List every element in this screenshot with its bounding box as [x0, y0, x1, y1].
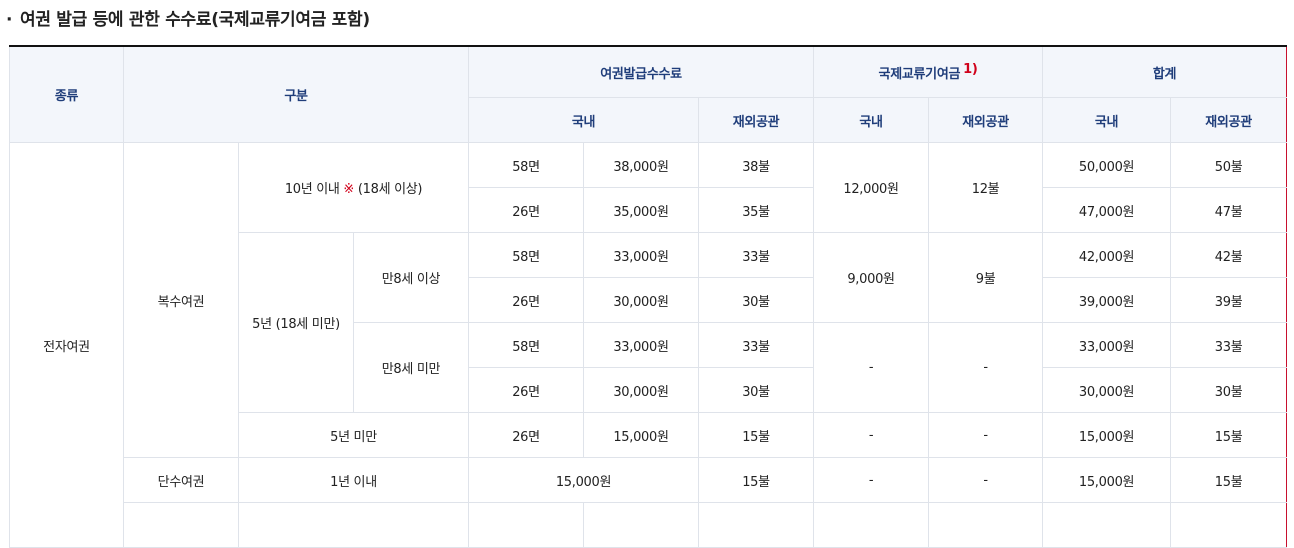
- fee-overseas-cell: 35불: [697, 187, 815, 233]
- header-intl-overseas: 재외공관: [928, 97, 1044, 143]
- intl-overseas-cell: -: [928, 457, 1044, 503]
- header-type: 종류: [9, 45, 124, 143]
- fee-overseas-cell: 15불: [697, 412, 815, 458]
- intl-overseas-cell: -: [928, 412, 1044, 458]
- table-row: [10, 502, 1288, 548]
- total-domestic-cell: 15,000원: [1042, 457, 1172, 503]
- table-row: 26면 35,000원 35불 47,000원 47불: [10, 187, 1288, 233]
- pages-cell: 26면: [468, 367, 584, 413]
- total-domestic-cell: 39,000원: [1042, 277, 1172, 323]
- empty-cell: [928, 502, 1044, 548]
- empty-cell: [813, 502, 930, 548]
- header-issue-overseas: 재외공관: [697, 97, 815, 143]
- total-domestic-cell: 30,000원: [1042, 367, 1172, 413]
- intl-domestic-cell: -: [813, 322, 930, 413]
- empty-cell: [697, 502, 815, 548]
- total-domestic-cell: 50,000원: [1042, 142, 1172, 188]
- fee-overseas-cell: 30불: [697, 277, 815, 323]
- fee-overseas-cell: 33불: [697, 232, 815, 278]
- total-overseas-cell: 33불: [1170, 322, 1288, 368]
- fee-overseas-cell: 33불: [697, 322, 815, 368]
- intl-overseas-cell: -: [928, 322, 1044, 413]
- pages-cell: 26면: [468, 412, 584, 458]
- title-bullet: ·: [6, 10, 13, 30]
- total-overseas-cell: 50불: [1170, 142, 1288, 188]
- total-overseas-cell: 47불: [1170, 187, 1288, 233]
- validity-ten-year-label: 10년 이내: [284, 182, 340, 197]
- header-row-1: 종류 구분 여권발급수수료 국제교류기여금 1) 합계: [9, 45, 1288, 143]
- header-total-domestic: 국내: [1042, 97, 1172, 143]
- header-intl-fee-label: 국제교류기여금: [878, 66, 961, 82]
- table-row: 26면 30,000원 30불 30,000원 30불: [10, 367, 1288, 413]
- intl-domestic-cell: 12,000원: [813, 142, 930, 233]
- header-issue-fee: 여권발급수수료: [467, 45, 815, 98]
- validity-five-year: 5년 (18세 미만): [238, 232, 354, 413]
- header-total: 합계: [1042, 45, 1288, 98]
- total-domestic-cell: 15,000원: [1042, 412, 1172, 458]
- empty-cell: [583, 502, 699, 548]
- age-8-over: 만8세 이상: [353, 232, 469, 323]
- empty-cell: [468, 502, 584, 548]
- fee-domestic-cell: 30,000원: [583, 277, 699, 323]
- fee-table: 종류 구분 여권발급수수료 국제교류기여금 1) 합계 국내 재외공관 국내 재외…: [9, 45, 1288, 548]
- total-domestic-cell: 42,000원: [1042, 232, 1172, 278]
- empty-cell: [1170, 502, 1288, 548]
- intl-overseas-cell: 12불: [928, 142, 1044, 233]
- page-title: · 여권 발급 등에 관한 수수료(국제교류기여금 포함): [6, 6, 370, 34]
- total-domestic-cell: 47,000원: [1042, 187, 1172, 233]
- intl-domestic-cell: 9,000원: [813, 232, 930, 323]
- footnote-link-1[interactable]: 1): [963, 61, 978, 77]
- fee-domestic-cell: 15,000원: [583, 412, 699, 458]
- age-8-under: 만8세 미만: [353, 322, 469, 413]
- pages-cell: 58면: [468, 142, 584, 188]
- pages-cell: 58면: [468, 232, 584, 278]
- total-overseas-cell: 39불: [1170, 277, 1288, 323]
- header-issue-domestic: 국내: [468, 97, 699, 143]
- category-multiple: 복수여권: [123, 142, 239, 458]
- header-intl-domestic: 국내: [813, 97, 930, 143]
- validity-ten-year-note: (18세 이상): [357, 182, 423, 197]
- intl-domestic-cell: -: [813, 412, 930, 458]
- fee-domestic-cell: 38,000원: [583, 142, 699, 188]
- intl-domestic-cell: -: [813, 457, 930, 503]
- pages-cell: 58면: [468, 322, 584, 368]
- total-overseas-cell: 42불: [1170, 232, 1288, 278]
- total-domestic-cell: 33,000원: [1042, 322, 1172, 368]
- header-row-2: 국내 재외공관 국내 재외공관 국내 재외공관: [10, 97, 1288, 143]
- pages-cell: 26면: [468, 277, 584, 323]
- category-single: 단수여권: [123, 457, 239, 503]
- total-overseas-cell: 30불: [1170, 367, 1288, 413]
- pages-cell: 26면: [468, 187, 584, 233]
- header-total-overseas: 재외공관: [1170, 97, 1288, 143]
- fee-domestic-cell: 33,000원: [583, 322, 699, 368]
- header-intl-fee: 국제교류기여금 1): [813, 45, 1044, 98]
- validity-under-five: 5년 미만: [238, 412, 469, 458]
- type-electronic: 전자여권: [9, 142, 124, 548]
- fee-domestic-cell: 35,000원: [583, 187, 699, 233]
- table-row: 5년 (18세 미만) 만8세 이상 58면 33,000원 33불 9,000…: [10, 232, 1288, 413]
- title-text: 여권 발급 등에 관한 수수료(국제교류기여금 포함): [20, 10, 370, 30]
- total-overseas-cell: 15불: [1170, 457, 1288, 503]
- fee-table-container: 종류 구분 여권발급수수료 국제교류기여금 1) 합계 국내 재외공관 국내 재외…: [9, 45, 1288, 548]
- table-row: 전자여권 복수여권 10년 이내 ※ (18세 이상) 58면 38,000원 …: [9, 142, 1288, 548]
- table-row: 5년 미만 26면 15,000원 15불 - - 15,000원 15불: [10, 412, 1288, 458]
- empty-cell: [123, 502, 239, 548]
- intl-overseas-cell: 9불: [928, 232, 1044, 323]
- table-row: 26면 30,000원 30불 39,000원 39불: [10, 277, 1288, 323]
- reference-mark: ※: [343, 182, 355, 197]
- fee-domestic-cell: 30,000원: [583, 367, 699, 413]
- validity-ten-year: 10년 이내 ※ (18세 이상): [238, 142, 469, 233]
- validity-within-one: 1년 이내: [238, 457, 469, 503]
- total-overseas-cell: 15불: [1170, 412, 1288, 458]
- table-row: 단수여권 1년 이내 15,000원 15불 - - 15,000원 15불: [10, 457, 1288, 503]
- fee-overseas-cell: 38불: [697, 142, 815, 188]
- fee-overseas-cell: 30불: [697, 367, 815, 413]
- fee-domestic-cell: 15,000원: [468, 457, 699, 503]
- fee-overseas-cell: 15불: [697, 457, 815, 503]
- empty-cell: [238, 502, 469, 548]
- header-category: 구분: [123, 45, 469, 143]
- fee-domestic-cell: 33,000원: [583, 232, 699, 278]
- empty-cell: [1042, 502, 1172, 548]
